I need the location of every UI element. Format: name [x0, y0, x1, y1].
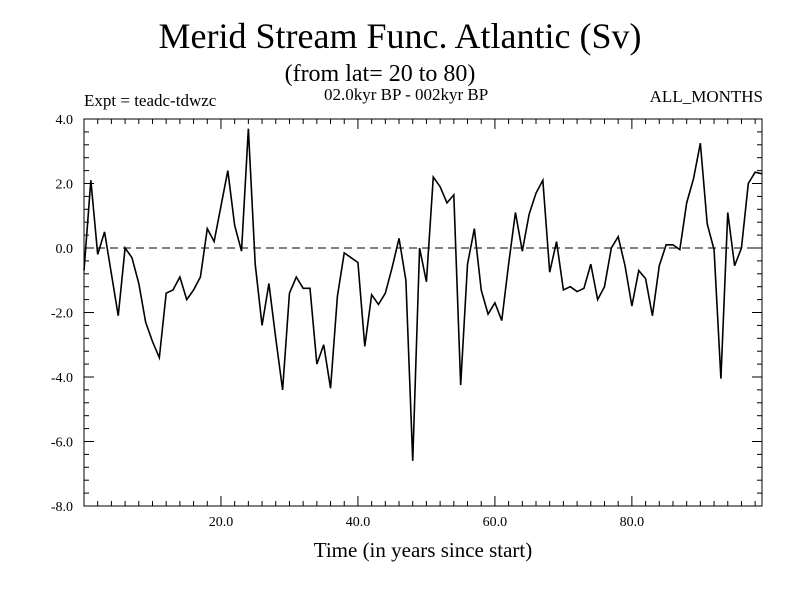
series-line [83, 128, 763, 461]
x-axis-label: Time (in years since start) [313, 538, 533, 562]
y-tick-label: 4.0 [56, 113, 74, 128]
x-tick-label: 20.0 [209, 515, 234, 530]
experiment-label: Expt = teadc-tdwzc [84, 91, 217, 110]
chart-subtitle: (from lat= 20 to 80) [284, 61, 476, 87]
x-tick-label: 80.0 [620, 515, 645, 530]
y-tick-label: -6.0 [51, 436, 73, 451]
chart-title: Merid Stream Func. Atlantic (Sv) [158, 16, 642, 56]
x-tick-label: 60.0 [483, 515, 508, 530]
months-label: ALL_MONTHS [649, 87, 763, 106]
x-tick-label: 40.0 [346, 515, 371, 530]
y-tick-label: 0.0 [56, 242, 74, 257]
plot-frame [83, 118, 763, 507]
period-label: 02.0kyr BP - 002kyr BP [324, 85, 489, 104]
y-tick-label: 2.0 [56, 178, 74, 193]
y-tick-label: -4.0 [51, 371, 73, 386]
y-tick-label: -8.0 [51, 500, 73, 515]
y-tick-label: -2.0 [51, 307, 73, 322]
